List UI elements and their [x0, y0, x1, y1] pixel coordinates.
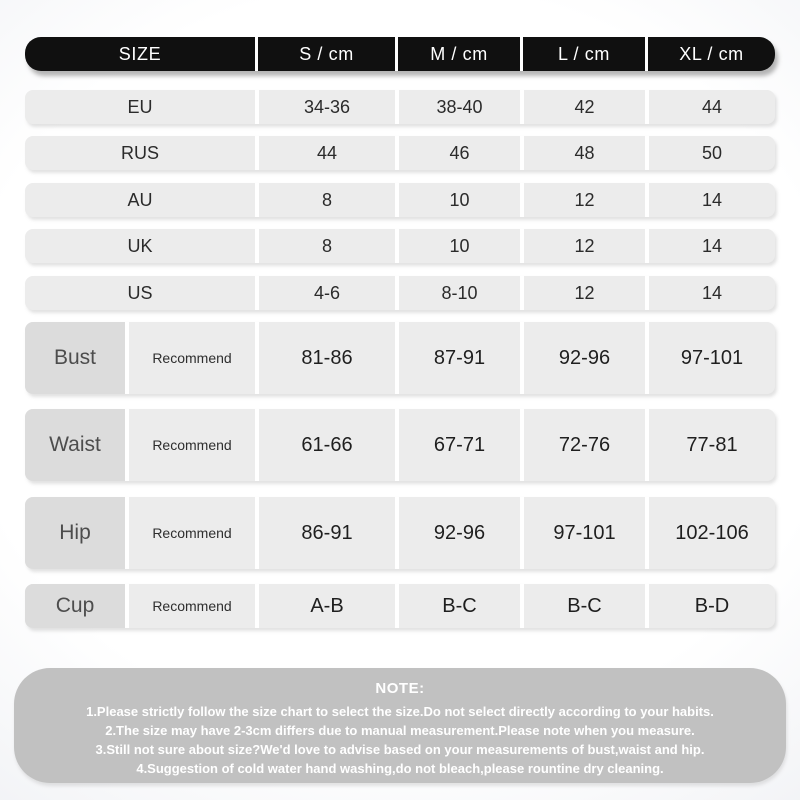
cell-value: 92-96 — [520, 322, 645, 394]
cell-value: 8 — [255, 229, 395, 263]
cell-value: 8 — [255, 183, 395, 217]
cell-value: 46 — [395, 136, 520, 170]
recommend-label: Recommend — [125, 322, 255, 394]
note-line: 1.Please strictly follow the size chart … — [86, 704, 714, 719]
cell-value: 97-101 — [645, 322, 775, 394]
cell-value: 48 — [520, 136, 645, 170]
cell-value: 12 — [520, 183, 645, 217]
table-row-us: US 4-6 8-10 12 14 — [25, 276, 775, 310]
cell-value: A-B — [255, 584, 395, 628]
cell-value: 8-10 — [395, 276, 520, 310]
cell-value: B-C — [395, 584, 520, 628]
row-label: AU — [127, 189, 153, 210]
note-box: NOTE: 1.Please strictly follow the size … — [14, 668, 786, 783]
cell-value: 12 — [520, 229, 645, 263]
note-line: 4.Suggestion of cold water hand washing,… — [136, 761, 664, 776]
note-line: 3.Still not sure about size?We'd love to… — [95, 742, 705, 757]
row-label: Waist — [25, 409, 125, 481]
cell-value: 87-91 — [395, 322, 520, 394]
row-label: US — [127, 282, 153, 303]
cell-value: 12 — [520, 276, 645, 310]
row-label: EU — [127, 96, 153, 117]
cell-value: 77-81 — [645, 409, 775, 481]
cell-value: 50 — [645, 136, 775, 170]
table-row-eu: EU 34-36 38-40 42 44 — [25, 90, 775, 124]
cell-value: 92-96 — [395, 497, 520, 569]
cell-value: 4-6 — [255, 276, 395, 310]
cell-value: 38-40 — [395, 90, 520, 124]
recommend-label: Recommend — [125, 584, 255, 628]
recommend-label: Recommend — [125, 497, 255, 569]
cell-value: 97-101 — [520, 497, 645, 569]
cell-value: 102-106 — [645, 497, 775, 569]
cell-value: 61-66 — [255, 409, 395, 481]
cell-value: 14 — [645, 229, 775, 263]
row-label: UK — [127, 235, 153, 256]
table-row-waist: Waist Recommend 61-66 67-71 72-76 77-81 — [25, 409, 775, 481]
cell-value: 10 — [395, 183, 520, 217]
row-label: RUS — [120, 142, 159, 163]
header-cell-l: L / cm — [520, 37, 645, 71]
cell-value: 44 — [645, 90, 775, 124]
cell-value: 34-36 — [255, 90, 395, 124]
cell-value: 44 — [255, 136, 395, 170]
header-cell-size: SIZE — [118, 43, 162, 64]
note-title: NOTE: — [375, 680, 425, 697]
cell-value: 14 — [645, 276, 775, 310]
header-cell-s: S / cm — [255, 37, 395, 71]
table-header-row: SIZE S / cm M / cm L / cm XL / cm — [25, 37, 775, 71]
row-label: Cup — [25, 584, 125, 628]
cell-value: 81-86 — [255, 322, 395, 394]
cell-value: 42 — [520, 90, 645, 124]
cell-value: 72-76 — [520, 409, 645, 481]
header-cell-m: M / cm — [395, 37, 520, 71]
cell-value: B-D — [645, 584, 775, 628]
cell-value: 67-71 — [395, 409, 520, 481]
recommend-label: Recommend — [125, 409, 255, 481]
row-label: Bust — [25, 322, 125, 394]
cell-value: 14 — [645, 183, 775, 217]
table-row-bust: Bust Recommend 81-86 87-91 92-96 97-101 — [25, 322, 775, 394]
note-line: 2.The size may have 2-3cm differs due to… — [105, 723, 695, 738]
table-row-au: AU 8 10 12 14 — [25, 183, 775, 217]
row-label: Hip — [25, 497, 125, 569]
cell-value: 10 — [395, 229, 520, 263]
table-row-rus: RUS 44 46 48 50 — [25, 136, 775, 170]
table-row-uk: UK 8 10 12 14 — [25, 229, 775, 263]
table-row-hip: Hip Recommend 86-91 92-96 97-101 102-106 — [25, 497, 775, 569]
header-cell-xl: XL / cm — [645, 37, 775, 71]
cell-value: B-C — [520, 584, 645, 628]
table-row-cup: Cup Recommend A-B B-C B-C B-D — [25, 584, 775, 628]
cell-value: 86-91 — [255, 497, 395, 569]
